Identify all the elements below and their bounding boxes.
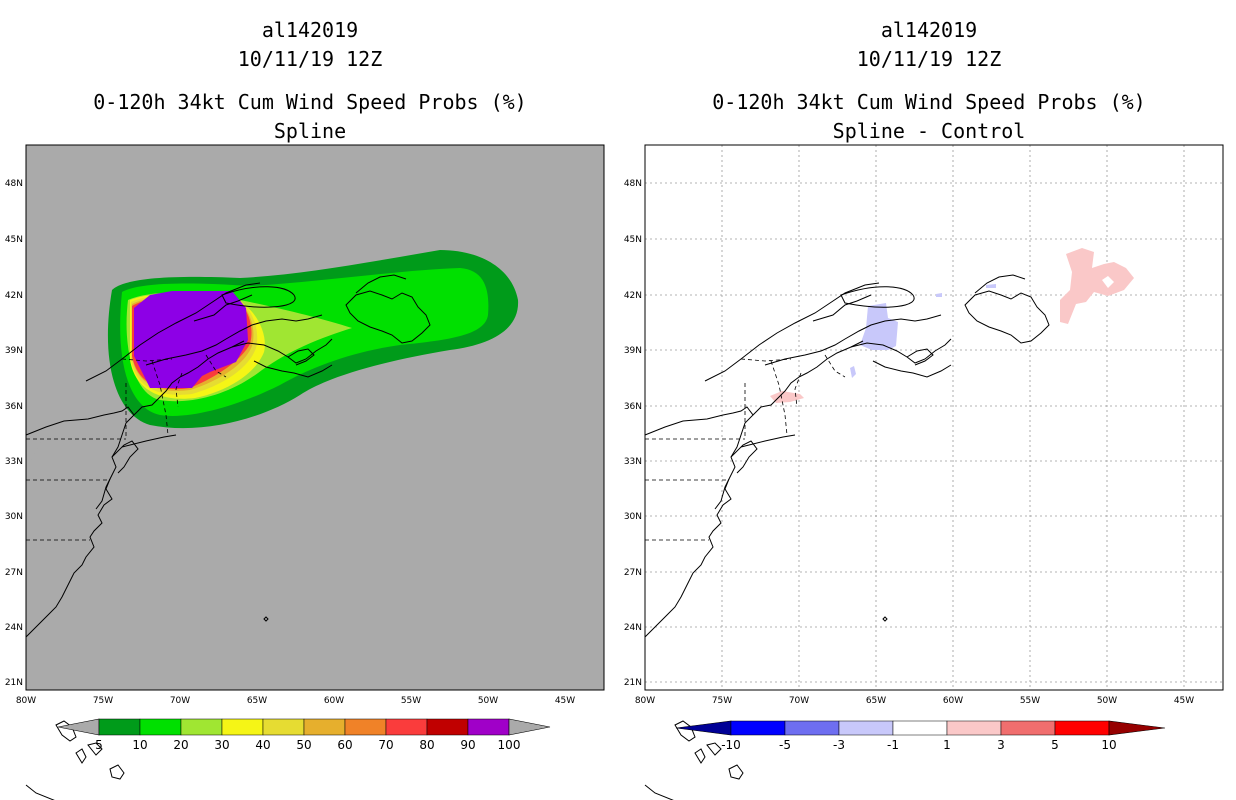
right-lat-label: 45N: [624, 235, 642, 245]
left-colorbar-swatch: [139, 718, 182, 736]
right-colorbar-label: -1: [887, 738, 899, 752]
right-storm-id: al142019: [880, 18, 978, 42]
right-subtitle: Spline - Control: [832, 119, 1026, 143]
left-colorbar-swatch: [385, 718, 428, 736]
right-colorbar-high-arrow: [1108, 720, 1166, 736]
right-axis-labels: 48N 45N 42N 39N 36N 33N 30N 27N 24N 21N 80W 75W 70W 6…: [624, 179, 1194, 706]
left-colorbar-label: 90: [460, 738, 475, 752]
right-lat-label: 42N: [624, 291, 642, 301]
left-colorbar-label: 30: [214, 738, 229, 752]
right-colorbar-swatch: [892, 720, 948, 736]
left-colorbar-label: 40: [255, 738, 270, 752]
left-datetime: 10/11/19 12Z: [237, 47, 383, 71]
left-colorbar-label: 5: [95, 738, 103, 752]
left-colorbar-swatch: [467, 718, 510, 736]
left-colorbar-high-arrow: [508, 718, 551, 736]
prob-100-contour: [134, 291, 248, 388]
right-lat-label: 21N: [624, 678, 642, 688]
left-colorbar-label: 20: [173, 738, 188, 752]
right-lon-label: 65W: [866, 696, 886, 706]
left-colorbar-label: 80: [419, 738, 434, 752]
right-lat-label: 33N: [624, 457, 642, 467]
left-lon-label: 65W: [247, 696, 267, 706]
left-lon-label: 60W: [324, 696, 344, 706]
left-colorbar-swatch: [221, 718, 264, 736]
left-lat-label: 39N: [5, 346, 23, 356]
right-colorbar-label: -5: [779, 738, 791, 752]
right-lat-label: 27N: [624, 568, 642, 578]
diff-negative-speck: [850, 366, 856, 378]
left-subtitle: Spline: [273, 119, 347, 143]
left-lon-label: 45W: [555, 696, 575, 706]
left-colorbar-label: 50: [296, 738, 311, 752]
left-colorbar-swatch: [426, 718, 469, 736]
left-lat-label: 36N: [5, 402, 23, 412]
right-colorbar-swatch: [838, 720, 894, 736]
right-colorbar-label: -10: [721, 738, 741, 752]
right-lon-label: 70W: [789, 696, 809, 706]
left-storm-id: al142019: [261, 18, 359, 42]
right-lon-label: 80W: [635, 696, 655, 706]
left-lat-label: 45N: [5, 235, 23, 245]
right-colorbar: -10 -5 -3 -1 1 3 5 10: [675, 720, 1166, 752]
right-colorbar-label: 1: [943, 738, 951, 752]
right-lat-label: 48N: [624, 179, 642, 189]
right-lon-label: 75W: [712, 696, 732, 706]
left-lat-label: 24N: [5, 623, 23, 633]
diff-negative-speck-3: [986, 284, 996, 288]
right-lat-label: 36N: [624, 402, 642, 412]
left-colorbar-swatch: [98, 718, 141, 736]
left-colorbar-label: 100: [498, 738, 521, 752]
right-colorbar-label: -3: [833, 738, 845, 752]
left-colorbar-swatch: [303, 718, 346, 736]
left-lon-label: 70W: [170, 696, 190, 706]
left-colorbar-label: 70: [378, 738, 393, 752]
left-lat-label: 48N: [5, 179, 23, 189]
left-lat-label: 30N: [5, 512, 23, 522]
right-lon-label: 55W: [1020, 696, 1040, 706]
left-lat-label: 21N: [5, 678, 23, 688]
right-lat-label: 30N: [624, 512, 642, 522]
left-colorbar-label: 10: [132, 738, 147, 752]
diff-negative-blob: [860, 303, 898, 350]
right-lon-label: 45W: [1174, 696, 1194, 706]
left-colorbar-swatch: [344, 718, 387, 736]
right-colorbar-label: 10: [1101, 738, 1116, 752]
left-colorbar-swatch: [262, 718, 305, 736]
left-lon-label: 80W: [16, 696, 36, 706]
right-lon-label: 50W: [1097, 696, 1117, 706]
right-lat-label: 24N: [624, 623, 642, 633]
left-lon-label: 55W: [401, 696, 421, 706]
left-lat-label: 27N: [5, 568, 23, 578]
left-lat-label: 33N: [5, 457, 23, 467]
right-colorbar-low-arrow: [675, 720, 732, 736]
right-colorbar-swatch: [1000, 720, 1056, 736]
left-axis-labels: 48N 45N 42N 39N 36N 33N 30N 27N 24N 21N 80W 75W 70W 6…: [5, 179, 575, 706]
right-gridlines: [645, 145, 1223, 690]
left-lon-label: 50W: [478, 696, 498, 706]
right-colorbar-label: 5: [1051, 738, 1059, 752]
left-title: 0-120h 34kt Cum Wind Speed Probs (%): [93, 90, 527, 114]
diff-positive-hole: [1102, 276, 1114, 288]
right-colorbar-label: 3: [997, 738, 1005, 752]
diff-negative-speck-2: [936, 293, 942, 297]
left-lat-label: 42N: [5, 291, 23, 301]
right-colorbar-swatch: [730, 720, 786, 736]
right-title: 0-120h 34kt Cum Wind Speed Probs (%): [712, 90, 1146, 114]
right-lon-label: 60W: [943, 696, 963, 706]
diff-positive-blob: [1060, 248, 1134, 324]
left-map-panel: [25, 144, 605, 800]
right-colorbar-swatch: [1054, 720, 1110, 736]
left-colorbar-label: 60: [337, 738, 352, 752]
right-datetime: 10/11/19 12Z: [856, 47, 1002, 71]
left-colorbar-swatch: [180, 718, 223, 736]
left-lon-label: 75W: [93, 696, 113, 706]
left-colorbar: 5 10 20 30 40 50 60 70 80 90 100: [57, 718, 551, 752]
right-map-panel: [644, 144, 1224, 800]
right-lat-label: 39N: [624, 346, 642, 356]
right-colorbar-swatch: [784, 720, 840, 736]
right-colorbar-swatch: [946, 720, 1002, 736]
